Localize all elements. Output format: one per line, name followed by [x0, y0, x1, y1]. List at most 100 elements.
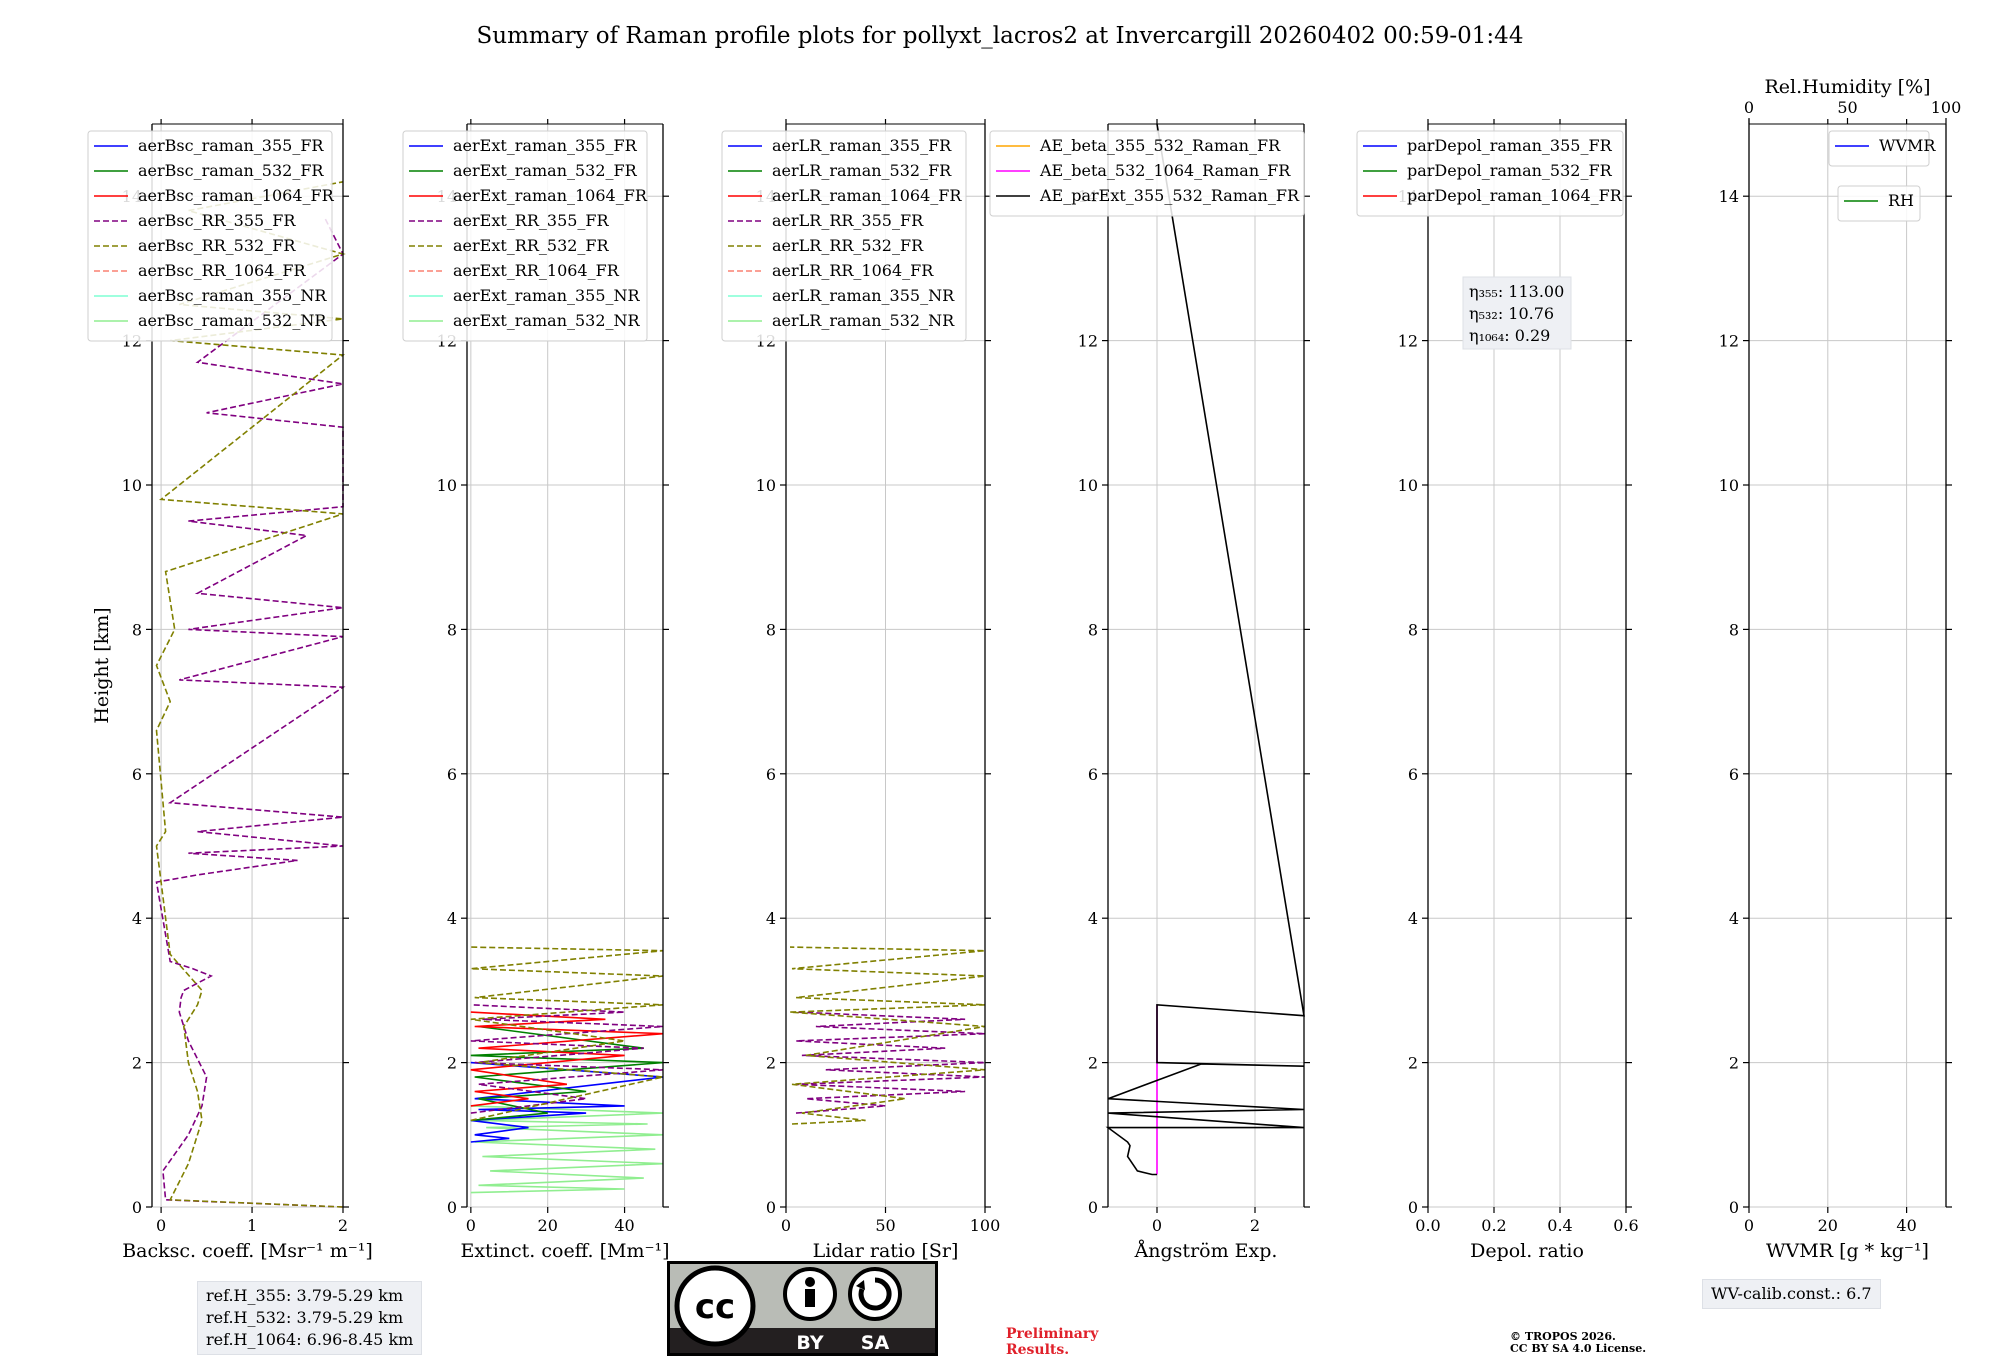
y-tick-label: 4: [132, 909, 142, 928]
legend-entry: aerLR_raman_532_NR: [772, 311, 955, 330]
legend-entry: aerBsc_RR_532_FR: [138, 236, 296, 255]
y-tick-label: 8: [1088, 620, 1098, 639]
panel-lr: 05010002468101214Lidar ratio [Sr]aerLR_r…: [721, 119, 1001, 1262]
panel-ae: 0202468101214Ångström Exp.AE_beta_355_53…: [989, 119, 1310, 1262]
y-tick-label: 12: [1719, 332, 1739, 351]
y-tick-label: 10: [437, 476, 457, 495]
x-axis-label: Ångström Exp.: [1134, 1240, 1278, 1262]
legend-entry: aerLR_RR_355_FR: [772, 211, 924, 230]
y-tick-label: 10: [1719, 476, 1739, 495]
panel-wv: 0 20 40 0 2 4 6 8 10 12 14 WVMR [g * kg⁻¹] Rel.Humid…: [1719, 76, 1962, 1262]
legend-entry: aerLR_RR_532_FR: [772, 236, 924, 255]
x-tick-label: 2: [338, 1216, 348, 1235]
figure-title: Summary of Raman profile plots for polly…: [477, 23, 1524, 49]
panel-ext: 0204002468101214Extinct. coeff. [Mm⁻¹]ae…: [402, 119, 670, 1262]
eta-line: η₅₃₂: 10.76: [1469, 304, 1554, 323]
x-tick-label: 0.0: [1415, 1216, 1440, 1235]
reference-height-box: ref.H_355: 3.79-5.29 km ref.H_532: 3.79-5…: [197, 1281, 423, 1355]
ref-height-line: ref.H_532: 3.79-5.29 km: [206, 1308, 404, 1327]
legend-entry: aerExt_RR_1064_FR: [453, 261, 620, 280]
y-axis-label: Height [km]: [91, 607, 113, 723]
y-tick-label: 10: [1078, 476, 1098, 495]
legend-frame: [402, 130, 648, 342]
copyright-note: © TROPOS 2026. CC BY SA 4.0 License.: [1510, 1331, 1646, 1355]
legend-entry: aerBsc_raman_1064_FR: [138, 186, 335, 205]
legend-entry: RH: [1888, 191, 1914, 210]
top-x-tick-label: 0: [1744, 98, 1754, 117]
legend-rh: RH: [1837, 185, 1921, 222]
share-alike-icon: [848, 1267, 902, 1321]
y-tick-label: 8: [766, 620, 776, 639]
copyright-line: © TROPOS 2026.: [1510, 1330, 1616, 1343]
y-tick-label: 6: [447, 765, 457, 784]
legend-frame: [87, 130, 333, 342]
y-tick-label: 14: [1719, 187, 1739, 206]
y-tick-label: 6: [1088, 765, 1098, 784]
y-tick-label: 0: [1729, 1198, 1739, 1217]
legend-entry: aerExt_raman_355_FR: [453, 136, 638, 155]
preliminary-note: Preliminary Results.: [1006, 1326, 1098, 1358]
legend-entry: aerLR_raman_1064_FR: [772, 186, 962, 205]
y-tick-label: 10: [756, 476, 776, 495]
y-tick-label: 4: [766, 909, 776, 928]
x-tick-label: 0: [156, 1216, 166, 1235]
legend-entry: aerLR_raman_532_FR: [772, 161, 952, 180]
copyright-line: CC BY SA 4.0 License.: [1510, 1342, 1647, 1355]
x-tick-label: 0: [1152, 1216, 1162, 1235]
legend-entry: AE_beta_355_532_Raman_FR: [1039, 136, 1281, 155]
y-tick-label: 4: [1729, 909, 1739, 928]
panel-depol: 0.00.20.40.602468101214Depol. ratioparDe…: [1356, 119, 1639, 1262]
y-tick-label: 8: [447, 620, 457, 639]
y-tick-label: 12: [1078, 332, 1098, 351]
y-tick-label: 0: [1088, 1198, 1098, 1217]
x-tick-label: 0.2: [1481, 1216, 1506, 1235]
legend-entry: parDepol_raman_355_FR: [1407, 136, 1613, 155]
legend-wvmr: WVMR: [1828, 130, 1936, 167]
cc-by-sa-badge: cc BY SA: [667, 1261, 938, 1356]
x-axis-label: WVMR [g * kg⁻¹]: [1766, 1240, 1929, 1262]
y-tick-label: 6: [1729, 765, 1739, 784]
legend-frame: [1837, 185, 1921, 222]
legend-entry: aerBsc_raman_355_NR: [138, 286, 327, 305]
legend-entry: AE_beta_532_1064_Raman_FR: [1039, 161, 1291, 180]
y-tick-label: 2: [1088, 1054, 1098, 1073]
wv-calibration-box: WV-calib.const.: 6.7: [1702, 1279, 1881, 1309]
x-axis-label: Extinct. coeff. [Mm⁻¹]: [460, 1240, 669, 1262]
eta-annotation: η₃₅₅: 113.00 η₅₃₂: 10.76 η₁₀₆₄: 0.29: [1462, 276, 1572, 350]
legend-frame: [989, 130, 1305, 217]
preliminary-line: Preliminary: [1006, 1326, 1099, 1342]
y-tick-label: 4: [1408, 909, 1418, 928]
y-tick-label: 8: [1408, 620, 1418, 639]
x-tick-label: 100: [970, 1216, 1001, 1235]
top-x-tick-label: 50: [1837, 98, 1857, 117]
y-tick-label: 12: [1398, 332, 1418, 351]
series-line-AE_parExt_355_532_Raman_FR: [1105, 123, 1305, 1176]
y-tick-label: 0: [447, 1198, 457, 1217]
y-tick-label: 0: [132, 1198, 142, 1217]
x-tick-label: 40: [614, 1216, 634, 1235]
y-tick-label: 6: [1408, 765, 1418, 784]
x-tick-label: 50: [875, 1216, 895, 1235]
legend-bsc: aerBsc_raman_355_FR aerBsc_raman_532_FRae…: [87, 130, 335, 342]
x-tick-label: 0.4: [1547, 1216, 1572, 1235]
legend-ext: aerExt_raman_355_FR aerExt_raman_532_FRae…: [402, 130, 648, 342]
legend-entry: WVMR: [1879, 136, 1936, 155]
legend-entry: aerBsc_RR_355_FR: [138, 211, 296, 230]
legend-entry: aerBsc_RR_1064_FR: [138, 261, 307, 280]
ref-height-line: ref.H_355: 3.79-5.29 km: [206, 1286, 404, 1305]
panel-bsc: 01202468101214Backsc. coeff. [Msr⁻¹ m⁻¹]…: [87, 119, 373, 1262]
legend-lr: aerLR_raman_355_FR aerLR_raman_532_FR aerL…: [721, 130, 967, 342]
ref-height-line: ref.H_1064: 6.96-8.45 km: [206, 1330, 414, 1349]
legend-entry: aerLR_raman_355_FR: [772, 136, 952, 155]
x-tick-label: 0.6: [1613, 1216, 1638, 1235]
x-tick-label: 0: [466, 1216, 476, 1235]
legend-entry: aerExt_RR_532_FR: [453, 236, 610, 255]
svg-text:SA: SA: [861, 1332, 890, 1354]
legend-entry: aerBsc_raman_532_NR: [138, 311, 327, 330]
legend-entry: aerLR_raman_355_NR: [772, 286, 955, 305]
y-tick-label: 2: [1408, 1054, 1418, 1073]
x-tick-label: 0: [781, 1216, 791, 1235]
y-tick-label: 4: [1088, 909, 1098, 928]
legend-entry: aerExt_raman_355_NR: [453, 286, 641, 305]
